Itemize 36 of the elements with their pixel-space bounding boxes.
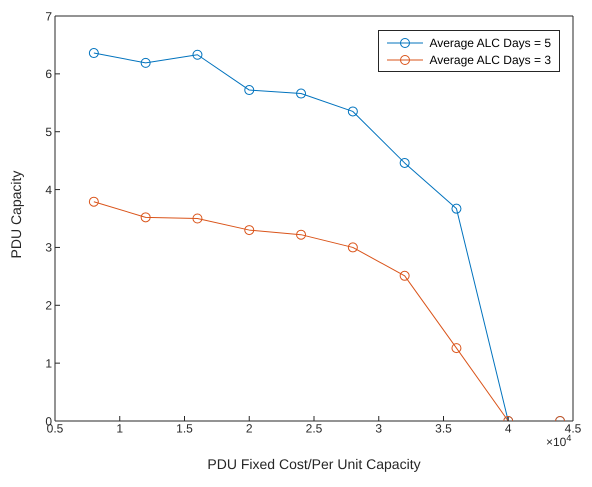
point xyxy=(296,230,306,240)
point xyxy=(244,225,254,236)
y-tick-label: 4 xyxy=(45,182,52,197)
legend-label: Average ALC Days = 5 xyxy=(429,36,551,50)
point xyxy=(140,58,151,68)
point xyxy=(451,343,462,354)
point xyxy=(348,242,358,252)
y-tick-label: 3 xyxy=(45,240,52,255)
text: ×10$^{4}$ xyxy=(546,433,572,449)
x-tick-label: 1 xyxy=(116,422,124,436)
x-tick-label: 2 xyxy=(246,422,253,436)
legend-label: Average ALC Days = 3 xyxy=(429,52,551,66)
x-tick-label: 2.5 xyxy=(306,422,323,436)
point xyxy=(244,85,254,96)
x-tick-label: 3.5 xyxy=(435,422,452,436)
y-tick-label: 2 xyxy=(45,298,52,313)
y-tick-label: 6 xyxy=(45,67,52,82)
point xyxy=(451,204,462,214)
y-axis-title: PDU Capacity xyxy=(8,170,24,258)
y-tick-label: 7 xyxy=(45,9,52,24)
point xyxy=(348,106,358,116)
x-tick-label: 3 xyxy=(375,422,382,436)
x-tick-label: 1.5 xyxy=(176,422,194,436)
x-tick-label: 4 xyxy=(504,422,512,436)
point xyxy=(140,212,151,222)
point xyxy=(400,270,410,281)
point xyxy=(296,88,306,99)
point xyxy=(88,196,99,207)
point xyxy=(88,48,99,58)
y-tick-label: 1 xyxy=(45,356,52,370)
point xyxy=(192,214,202,224)
point xyxy=(400,158,410,168)
point xyxy=(192,50,202,60)
x-axis-title: PDU Fixed Cost/Per Unit Capacity xyxy=(207,456,421,472)
x-tick-label: 4.5 xyxy=(564,422,582,436)
y-tick-label: 5 xyxy=(45,124,52,139)
